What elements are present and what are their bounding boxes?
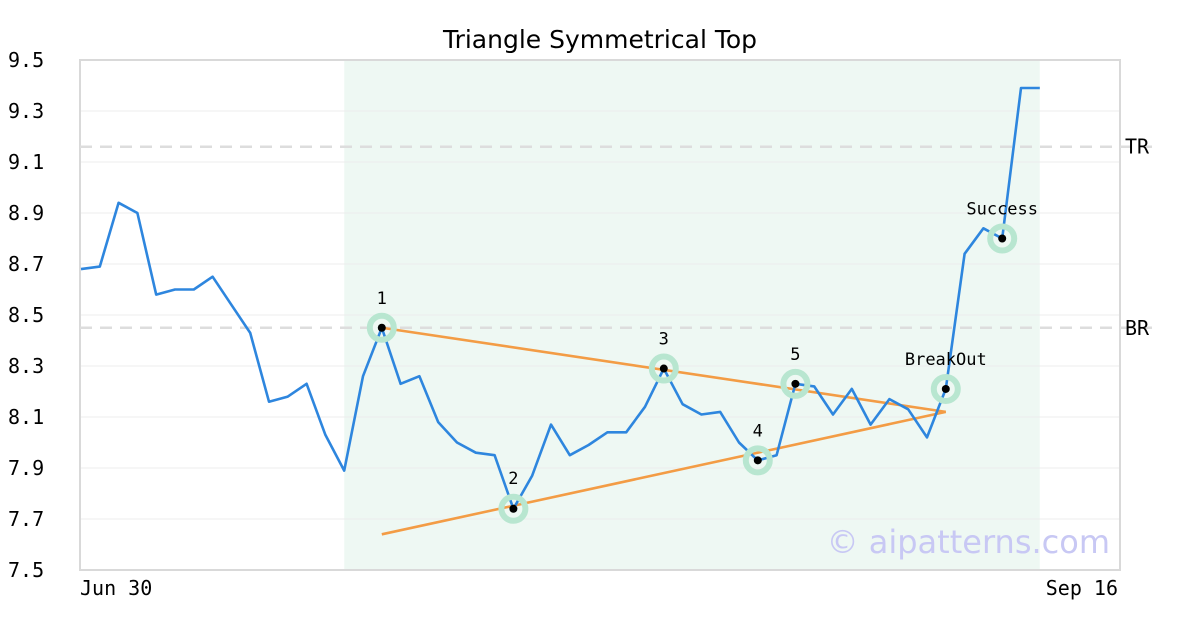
- level-label-tr: TR: [1125, 135, 1150, 159]
- x-start-label: Jun 30: [80, 576, 152, 600]
- y-tick-label: 9.3: [8, 99, 44, 123]
- lower-trendline: [381, 410, 947, 536]
- point-label: 2: [508, 469, 518, 489]
- plot-border: [79, 59, 1121, 571]
- y-tick-label: 8.9: [8, 201, 44, 225]
- point-dot: [791, 379, 800, 388]
- pattern-point-3: 3: [648, 330, 679, 384]
- point-halo: [780, 368, 811, 399]
- point-halo: [987, 223, 1018, 254]
- point-dot: [509, 504, 518, 513]
- point-label: 5: [790, 345, 800, 365]
- point-halo: [648, 353, 679, 384]
- y-axis: 7.5 7.7 7.9 8.1 8.3 8.5 8.7 8.9 9.1 9.3 9.5: [8, 48, 44, 582]
- y-tick-label: 7.5: [8, 558, 44, 582]
- y-tick-label: 9.1: [8, 150, 44, 174]
- y-tick-label: 7.7: [8, 507, 44, 531]
- x-end-label: Sep 16: [1046, 576, 1118, 600]
- point-dot: [998, 234, 1007, 243]
- y-tick-label: 8.3: [8, 354, 44, 378]
- pattern-points: 1 2 3 4 5 BreakOut Success: [366, 200, 1038, 524]
- point-label: BreakOut: [905, 350, 987, 370]
- point-halo: [366, 312, 397, 343]
- point-halo: [498, 493, 529, 524]
- level-label-br: BR: [1125, 316, 1150, 340]
- y-tick-label: 8.7: [8, 252, 44, 276]
- point-label: 3: [659, 330, 669, 350]
- y-tick-label: 9.5: [8, 48, 44, 72]
- point-halo: [742, 445, 773, 476]
- pattern-point-2: 2: [498, 469, 529, 524]
- point-label: 4: [753, 421, 763, 441]
- point-label: Success: [966, 200, 1038, 220]
- watermark: © aipatterns.com: [827, 523, 1110, 561]
- y-tick-label: 7.9: [8, 456, 44, 480]
- point-dot: [659, 364, 668, 373]
- y-tick-label: 8.5: [8, 303, 44, 327]
- price-line: [80, 86, 1040, 511]
- pattern-point-1: 1: [366, 289, 397, 343]
- pattern-point-4: 4: [742, 421, 773, 476]
- point-label: 1: [377, 289, 387, 309]
- point-halo: [930, 373, 961, 404]
- point-dot: [377, 323, 386, 332]
- point-dot: [753, 456, 762, 465]
- y-tick-label: 8.1: [8, 405, 44, 429]
- levels: TR BR: [80, 135, 1160, 340]
- pattern-point-breakout: BreakOut: [905, 350, 987, 404]
- pattern-point-success: Success: [966, 200, 1038, 254]
- pattern-point-5: 5: [780, 345, 811, 399]
- point-dot: [941, 384, 950, 393]
- chart-title: Triangle Symmetrical Top: [442, 25, 757, 54]
